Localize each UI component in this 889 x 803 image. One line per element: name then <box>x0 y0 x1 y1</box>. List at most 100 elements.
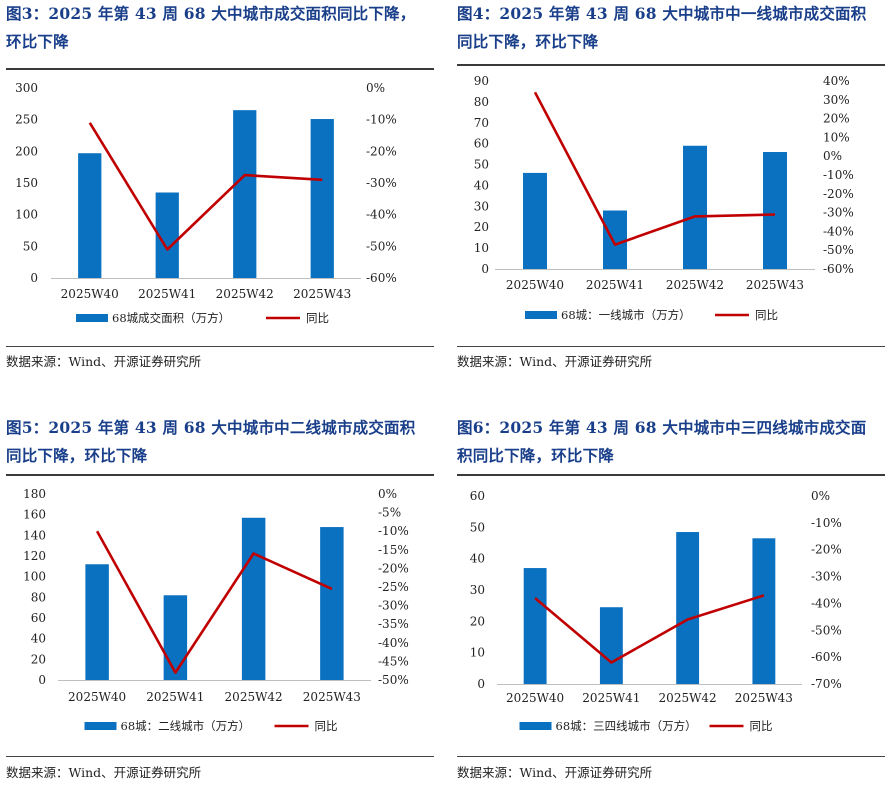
left-tick-label: 100 <box>23 570 46 584</box>
x-tick-label: 2025W41 <box>146 690 204 704</box>
left-tick-label: 120 <box>23 549 46 563</box>
legend-line-label: 同比 <box>755 308 778 322</box>
bar <box>320 527 344 680</box>
x-tick-label: 2025W41 <box>586 278 644 292</box>
source-divider <box>457 756 885 757</box>
combo-chart: 0 20 40 60 80 100 120 140 160 180 -50% -45% -40% -35%… <box>23 487 409 733</box>
bar <box>683 145 707 269</box>
x-tick-label: 2025W42 <box>225 690 283 704</box>
bar <box>85 564 109 680</box>
bar <box>310 119 334 279</box>
legend-line-label: 同比 <box>315 719 338 733</box>
left-tick-label: 50 <box>470 520 485 534</box>
legend-bar-label: 68城：三四线城市（万方） <box>556 719 697 733</box>
title-divider <box>6 68 434 70</box>
right-tick-label: -30% <box>378 599 409 613</box>
figure-6: 图6：2025 年第 43 周 68 大中城市中三四线城市成交面 积同比下降，环… <box>457 414 885 803</box>
yoy-line <box>534 594 765 664</box>
x-tick-label: 2025W42 <box>216 287 274 301</box>
bar <box>603 210 627 269</box>
yoy-line <box>533 91 776 246</box>
right-tick-label: 0% <box>378 487 397 501</box>
x-tick-label: 2025W43 <box>303 690 361 704</box>
right-tick-label: -40% <box>811 596 842 610</box>
right-tick-label: 0% <box>823 149 842 163</box>
right-tick-label: -10% <box>823 168 854 182</box>
left-tick-label: 40 <box>470 552 485 566</box>
bar <box>523 568 547 684</box>
right-tick-label: -50% <box>366 239 397 253</box>
right-tick-label: -10% <box>378 524 409 538</box>
bar <box>233 110 257 278</box>
right-tick-label: -50% <box>811 623 842 637</box>
left-tick-label: 140 <box>23 528 46 542</box>
legend-bar-swatch <box>525 311 557 319</box>
bar <box>599 607 623 684</box>
figure-title: 图4：2025 年第 43 周 68 大中城市中一线城市成交面积 同比下降，环比… <box>457 4 867 51</box>
figure-title: 图5：2025 年第 43 周 68 大中城市中二线城市成交面积 同比下降，环比… <box>6 418 416 465</box>
right-tick-label: -20% <box>366 144 397 158</box>
right-tick-label: -25% <box>378 580 409 594</box>
left-tick-label: 250 <box>15 113 38 127</box>
left-tick-label: 50 <box>23 239 38 253</box>
source-note: 数据来源：Wind、开源证券研究所 <box>457 354 653 369</box>
legend-bar-swatch <box>76 314 108 322</box>
right-tick-label: -10% <box>811 516 842 530</box>
right-tick-label: -20% <box>378 561 409 575</box>
left-tick-label: 0 <box>30 271 38 285</box>
x-tick-label: 2025W40 <box>61 287 119 301</box>
yoy-line <box>88 122 323 251</box>
left-tick-label: 50 <box>474 158 489 172</box>
figure-3: 图3：2025 年第 43 周 68 大中城市成交面积同比下降， 环比下降 0 5… <box>6 0 434 380</box>
right-tick-label: -40% <box>378 636 409 650</box>
legend-bar-swatch <box>519 722 552 730</box>
combo-chart: 0 10 20 30 40 50 60 70 80 90 -60% -50% -40% -30% -20% -… <box>474 74 854 322</box>
legend-bar-label: 68城成交面积（万方） <box>112 311 230 325</box>
bar <box>763 152 787 269</box>
bar <box>523 172 547 269</box>
x-tick-label: 2025W43 <box>735 691 793 705</box>
combo-chart: 0 10 20 30 40 50 60 -70% -60% -50% -40% -30% -20% -10… <box>470 489 842 733</box>
bar <box>163 595 188 680</box>
x-tick-label: 2025W43 <box>293 287 351 301</box>
figure-title: 图6：2025 年第 43 周 68 大中城市中三四线城市成交面 积同比下降，环… <box>457 418 867 465</box>
legend-bar-label: 68城：一线城市（万方） <box>561 308 691 322</box>
x-tick-label: 2025W41 <box>582 691 640 705</box>
bar <box>752 538 776 684</box>
right-tick-label: -10% <box>366 113 397 127</box>
right-tick-label: -30% <box>811 570 842 584</box>
left-tick-label: 0 <box>477 677 485 691</box>
left-tick-label: 80 <box>31 590 46 604</box>
figure-4: 图4：2025 年第 43 周 68 大中城市中一线城市成交面积 同比下降，环比… <box>457 0 885 380</box>
right-tick-label: -5% <box>378 506 401 520</box>
left-tick-label: 30 <box>470 583 485 597</box>
legend-line-label: 同比 <box>306 311 329 325</box>
x-tick-label: 2025W41 <box>138 287 196 301</box>
source-note: 数据来源：Wind、开源证券研究所 <box>457 765 653 780</box>
left-tick-label: 300 <box>15 81 38 95</box>
right-tick-label: -40% <box>823 224 854 238</box>
right-tick-label: -15% <box>378 543 409 557</box>
right-tick-label: -50% <box>378 673 409 687</box>
right-tick-label: -30% <box>366 176 397 190</box>
x-tick-label: 2025W43 <box>746 278 804 292</box>
left-tick-label: 160 <box>23 508 46 522</box>
x-tick-label: 2025W40 <box>506 691 564 705</box>
source-divider <box>6 756 434 757</box>
left-tick-label: 40 <box>474 178 489 192</box>
legend-line-label: 同比 <box>750 719 773 733</box>
right-tick-label: -45% <box>378 654 409 668</box>
bar <box>676 532 700 684</box>
x-tick-label: 2025W42 <box>659 691 717 705</box>
right-tick-label: -20% <box>811 543 842 557</box>
left-tick-label: 20 <box>31 652 46 666</box>
legend-bar-swatch <box>84 722 117 730</box>
x-tick-label: 2025W42 <box>666 278 724 292</box>
left-tick-label: 0 <box>38 673 46 687</box>
left-tick-label: 10 <box>474 241 489 255</box>
x-tick-label: 2025W40 <box>506 278 564 292</box>
bar <box>241 517 266 680</box>
left-tick-label: 60 <box>31 611 46 625</box>
left-tick-label: 60 <box>470 489 485 503</box>
right-tick-label: 20% <box>823 112 850 126</box>
